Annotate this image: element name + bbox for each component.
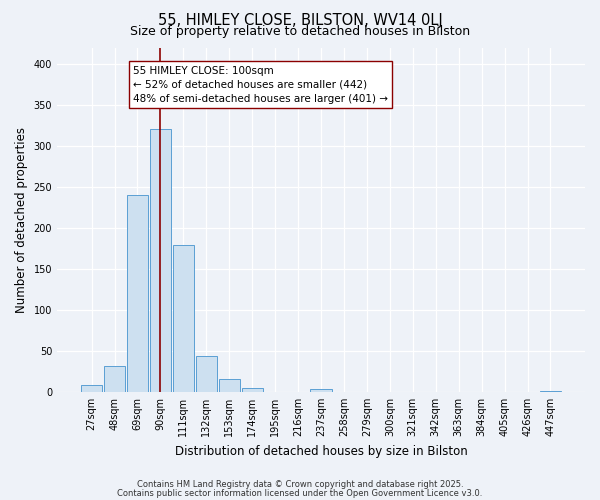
Bar xyxy=(310,390,332,392)
Bar xyxy=(540,391,561,392)
Bar xyxy=(81,386,102,392)
Bar xyxy=(104,366,125,392)
Text: Contains HM Land Registry data © Crown copyright and database right 2025.: Contains HM Land Registry data © Crown c… xyxy=(137,480,463,489)
Text: Contains public sector information licensed under the Open Government Licence v3: Contains public sector information licen… xyxy=(118,488,482,498)
Bar xyxy=(127,195,148,392)
Bar xyxy=(242,388,263,392)
Text: Size of property relative to detached houses in Bilston: Size of property relative to detached ho… xyxy=(130,25,470,38)
Bar xyxy=(173,245,194,392)
X-axis label: Distribution of detached houses by size in Bilston: Distribution of detached houses by size … xyxy=(175,444,467,458)
Text: 55 HIMLEY CLOSE: 100sqm
← 52% of detached houses are smaller (442)
48% of semi-d: 55 HIMLEY CLOSE: 100sqm ← 52% of detache… xyxy=(133,66,388,104)
Bar xyxy=(218,379,240,392)
Text: 55, HIMLEY CLOSE, BILSTON, WV14 0LJ: 55, HIMLEY CLOSE, BILSTON, WV14 0LJ xyxy=(158,12,442,28)
Y-axis label: Number of detached properties: Number of detached properties xyxy=(15,126,28,312)
Bar xyxy=(196,356,217,392)
Bar xyxy=(150,128,171,392)
